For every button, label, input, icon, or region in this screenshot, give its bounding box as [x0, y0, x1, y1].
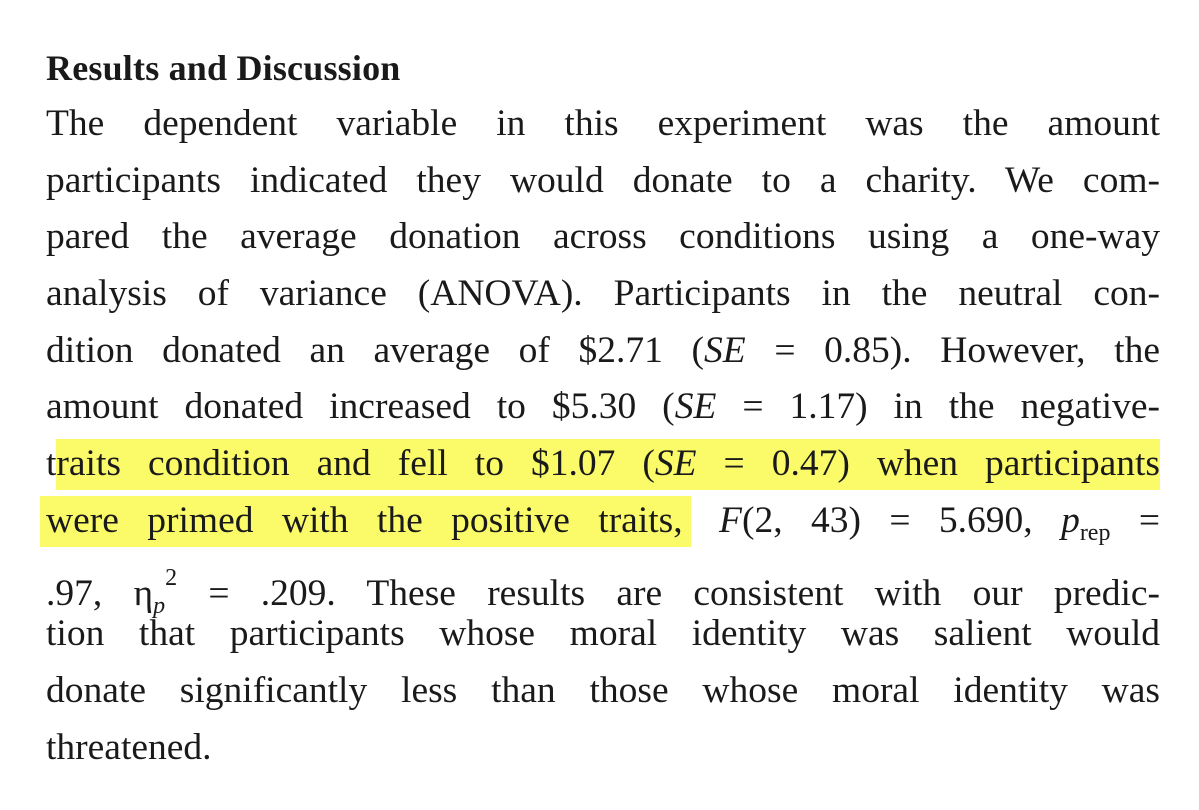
paragraph-line-11: donate significantly less than those who…	[46, 669, 1160, 711]
line7-highlight-a: raits condition and fell to $1.07 (	[56, 443, 655, 485]
document-page: Results and Discussion The dependent var…	[40, 40, 1161, 776]
paragraph-line-10: tion that participants whose moral ident…	[46, 613, 1160, 655]
paragraph-line-7: traits condition and fell to $1.07 (SE =…	[46, 436, 1161, 493]
paragraph-line-5: dition donated an average of $2.71 (SE =…	[46, 323, 1160, 380]
highlight-span-1: raits condition and fell to $1.07 (SE = …	[56, 439, 1161, 491]
line7-highlight-b: = 0.47) when participants	[696, 443, 1161, 485]
paragraph-line-4: analysis of variance (ANOVA). Participan…	[46, 273, 1160, 315]
p-symbol: p	[1061, 499, 1080, 541]
highlight-span-2: were primed with the positive traits,	[40, 495, 691, 547]
paragraph-line-2: participants indicated they would donate…	[46, 159, 1160, 201]
eta-squared: ηp2	[134, 550, 178, 635]
se-symbol: SE	[704, 329, 746, 371]
p-rep: prep	[1061, 499, 1110, 546]
paragraph-line-8: were primed with the positive traits, F(…	[40, 493, 1161, 550]
eta-subscript: p	[153, 592, 166, 619]
line9-text-b: = .209. These results are consistent wit…	[177, 572, 1161, 614]
paragraph-line-9: .97, ηp2 = .209. These results are consi…	[46, 550, 1160, 619]
se-symbol: SE	[674, 386, 717, 428]
paragraph-line-1: The dependent variable in this experimen…	[46, 103, 1160, 144]
paragraph-line-3: pared the average donation across condit…	[46, 216, 1160, 258]
line5-text-b: = 0.85). However, the	[745, 329, 1160, 371]
equals-sign: =	[1138, 499, 1161, 541]
eta-symbol: η	[133, 572, 154, 614]
line9-text-a: .97,	[46, 572, 134, 614]
eta-superscript: 2	[165, 564, 178, 591]
f-values: (2, 43) = 5.690,	[741, 499, 1033, 541]
line7-text-pre: t	[46, 443, 57, 485]
paragraph-line-6: amount donated increased to $5.30 (SE = …	[46, 379, 1160, 436]
line6-text-a: amount donated increased to $5.30 (	[46, 386, 675, 428]
se-symbol: SE	[654, 443, 697, 485]
p-rep-subscript: rep	[1079, 519, 1111, 546]
line5-text-a: dition donated an average of $2.71 (	[46, 329, 705, 371]
f-statistic: F(2, 43) = 5.690,	[719, 500, 1033, 541]
paragraph-line-12: threatened.	[46, 726, 212, 768]
f-symbol: F	[719, 499, 742, 541]
line6-text-b: = 1.17) in the negative-	[716, 386, 1160, 428]
section-heading: Results and Discussion	[46, 48, 401, 88]
